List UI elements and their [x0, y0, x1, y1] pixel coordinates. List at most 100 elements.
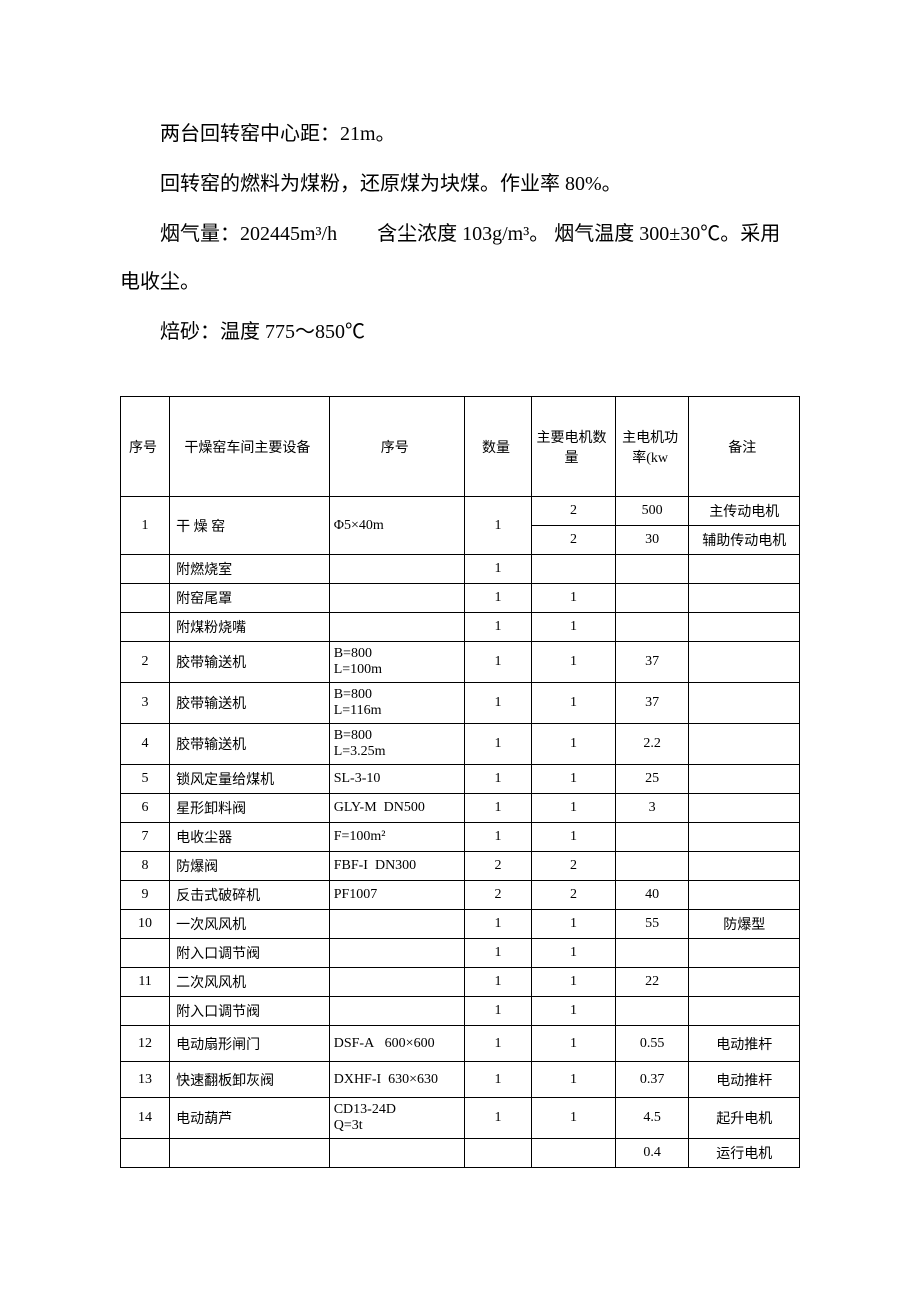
cell-remark [689, 823, 800, 852]
table-row: 8防爆阀FBF-I DN30022 [121, 852, 800, 881]
header-power: 主电机功率(kw [615, 397, 689, 497]
paragraph-1: 两台回转窑中心距：21m。 [120, 110, 800, 158]
cell-power: 40 [615, 881, 689, 910]
cell-equip: 防爆阀 [170, 852, 330, 881]
cell-seq [121, 613, 170, 642]
cell-seq: 14 [121, 1098, 170, 1139]
cell-remark [689, 683, 800, 724]
cell-equip: 反击式破碎机 [170, 881, 330, 910]
table-header-row: 序号 干燥窑车间主要设备 序号 数量 主要电机数量 主电机功率(kw 备注 [121, 397, 800, 497]
table-row: 3胶带输送机B=800L=116m1137 [121, 683, 800, 724]
table-row: 5锁风定量给煤机SL-3-101125 [121, 765, 800, 794]
cell-remark [689, 852, 800, 881]
table-row: 附入口调节阀11 [121, 939, 800, 968]
cell-power [615, 823, 689, 852]
cell-motorqty: 1 [532, 1026, 615, 1062]
cell-spec [329, 555, 464, 584]
cell-seq [121, 1139, 170, 1168]
table-row: 14电动葫芦CD13-24DQ=3t114.5起升电机 [121, 1098, 800, 1139]
cell-remark [689, 794, 800, 823]
cell-motorqty: 1 [532, 794, 615, 823]
cell-spec [329, 613, 464, 642]
cell-remark: 防爆型 [689, 910, 800, 939]
cell-seq: 7 [121, 823, 170, 852]
paragraph-4: 焙砂：温度 775～850℃ [120, 308, 800, 356]
cell-seq: 1 [121, 497, 170, 555]
table-body: 1干 燥 窑Φ5×40m12500主传动电机230辅助传动电机附燃烧室1附窑尾罩… [121, 497, 800, 1168]
cell-equip: 胶带输送机 [170, 683, 330, 724]
cell-motorqty: 1 [532, 910, 615, 939]
cell-remark [689, 997, 800, 1026]
cell-equip: 附窑尾罩 [170, 584, 330, 613]
cell-seq: 4 [121, 724, 170, 765]
table-row: 13快速翻板卸灰阀DXHF-I 630×630110.37电动推杆 [121, 1062, 800, 1098]
cell-power [615, 939, 689, 968]
cell-seq: 2 [121, 642, 170, 683]
table-row: 6星形卸料阀GLY-M DN500113 [121, 794, 800, 823]
cell-motorqty: 1 [532, 997, 615, 1026]
cell-equip: 电动扇形闸门 [170, 1026, 330, 1062]
cell-motorqty: 1 [532, 683, 615, 724]
cell-remark [689, 724, 800, 765]
cell-power: 3 [615, 794, 689, 823]
cell-remark [689, 968, 800, 997]
cell-qty: 1 [464, 939, 532, 968]
table-row: 7电收尘器F=100m²11 [121, 823, 800, 852]
cell-spec: DXHF-I 630×630 [329, 1062, 464, 1098]
cell-spec: DSF-A 600×600 [329, 1026, 464, 1062]
cell-qty: 1 [464, 1062, 532, 1098]
cell-qty: 1 [464, 1098, 532, 1139]
cell-equip: 星形卸料阀 [170, 794, 330, 823]
cell-qty [464, 1139, 532, 1168]
cell-qty: 1 [464, 823, 532, 852]
header-spec: 序号 [329, 397, 464, 497]
cell-motorqty [532, 555, 615, 584]
cell-motorqty: 2 [532, 526, 615, 555]
cell-qty: 1 [464, 642, 532, 683]
cell-remark [689, 765, 800, 794]
cell-qty: 1 [464, 683, 532, 724]
cell-power [615, 555, 689, 584]
cell-spec: CD13-24DQ=3t [329, 1098, 464, 1139]
cell-qty: 1 [464, 968, 532, 997]
table-row: 9反击式破碎机PF10072240 [121, 881, 800, 910]
header-equip: 干燥窑车间主要设备 [170, 397, 330, 497]
equipment-table: 序号 干燥窑车间主要设备 序号 数量 主要电机数量 主电机功率(kw 备注 1干… [120, 396, 800, 1168]
table-row: 附入口调节阀11 [121, 997, 800, 1026]
cell-remark [689, 555, 800, 584]
cell-equip: 锁风定量给煤机 [170, 765, 330, 794]
cell-remark [689, 613, 800, 642]
cell-qty: 2 [464, 852, 532, 881]
cell-power [615, 584, 689, 613]
table-row: 11二次风风机1122 [121, 968, 800, 997]
cell-equip: 电收尘器 [170, 823, 330, 852]
cell-remark [689, 881, 800, 910]
cell-qty: 1 [464, 1026, 532, 1062]
cell-qty: 1 [464, 555, 532, 584]
cell-motorqty: 1 [532, 939, 615, 968]
cell-motorqty: 1 [532, 642, 615, 683]
cell-equip: 快速翻板卸灰阀 [170, 1062, 330, 1098]
cell-equip: 附煤粉烧嘴 [170, 613, 330, 642]
cell-qty: 1 [464, 497, 532, 555]
cell-equip: 干 燥 窑 [170, 497, 330, 555]
cell-qty: 1 [464, 724, 532, 765]
cell-seq [121, 939, 170, 968]
table-row: 4胶带输送机B=800L=3.25m112.2 [121, 724, 800, 765]
cell-spec: B=800L=100m [329, 642, 464, 683]
cell-power [615, 997, 689, 1026]
header-qty: 数量 [464, 397, 532, 497]
cell-power: 4.5 [615, 1098, 689, 1139]
cell-seq [121, 584, 170, 613]
cell-motorqty: 2 [532, 497, 615, 526]
cell-seq: 11 [121, 968, 170, 997]
header-seq: 序号 [121, 397, 170, 497]
cell-equip: 胶带输送机 [170, 642, 330, 683]
cell-power: 55 [615, 910, 689, 939]
cell-remark: 电动推杆 [689, 1062, 800, 1098]
cell-equip [170, 1139, 330, 1168]
cell-qty: 1 [464, 584, 532, 613]
cell-remark [689, 939, 800, 968]
paragraph-3: 烟气量：202445m³/h 含尘浓度 103g/m³。 烟气温度 300±30… [120, 210, 800, 306]
cell-power [615, 852, 689, 881]
